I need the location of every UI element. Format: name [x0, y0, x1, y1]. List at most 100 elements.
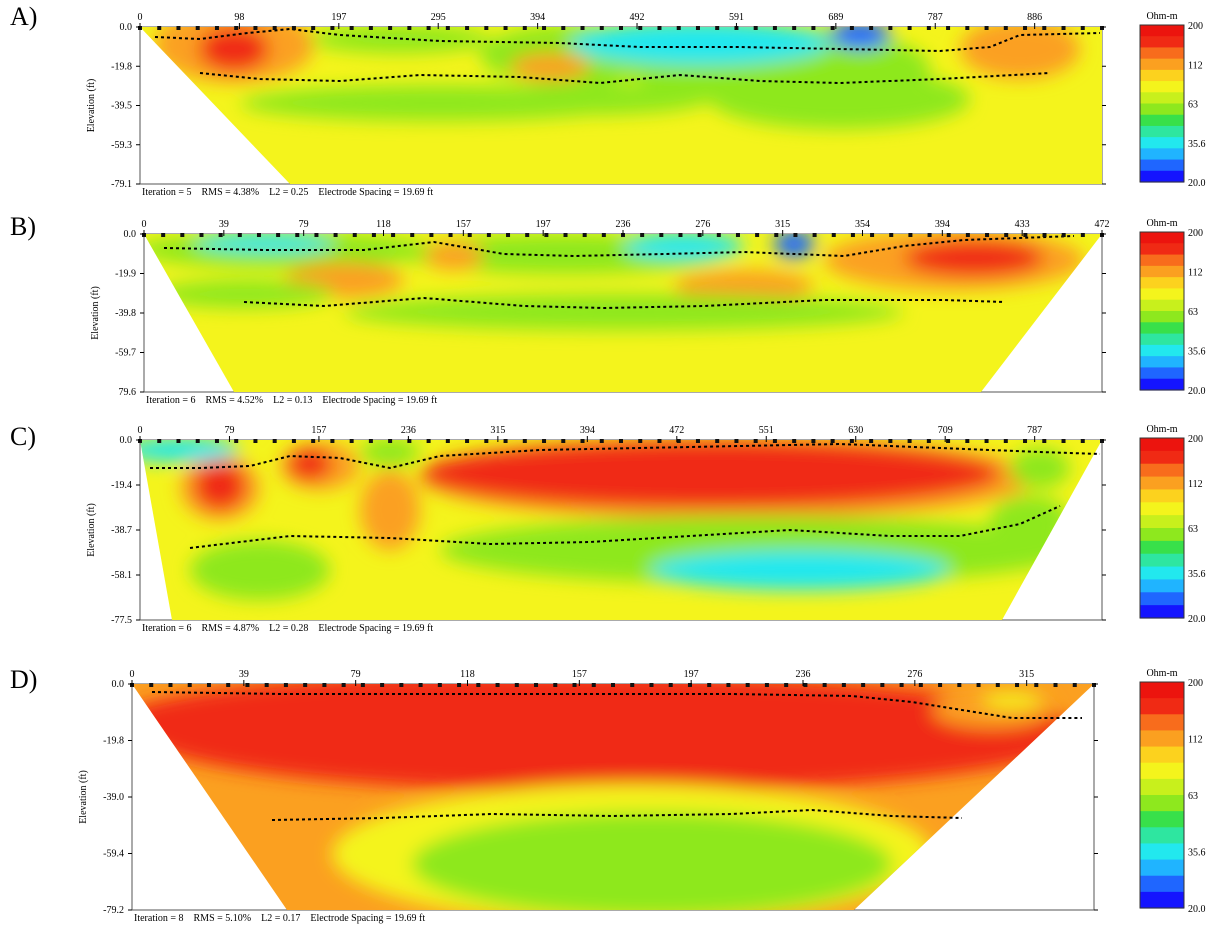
- electrode-marker: [226, 683, 231, 687]
- electrode-marker: [1042, 439, 1047, 443]
- electrode-marker: [534, 683, 539, 687]
- electrode-marker: [149, 683, 154, 687]
- x-tick-label: 157: [456, 219, 471, 230]
- y-tick-label: -59.7: [115, 348, 136, 359]
- x-tick-label: 79: [351, 669, 361, 680]
- electrode-marker: [619, 26, 623, 30]
- electrode-marker: [457, 683, 462, 687]
- pseudosection-chart: 0 98 197 295 394 492 591 689 787 886 0.0 -19.8 -39.5…: [86, 11, 1206, 196]
- resistivity-zone-cyan: [650, 550, 950, 590]
- x-tick-label: 98: [234, 12, 244, 23]
- legend-color-step: [1140, 243, 1184, 256]
- legend-color-step: [1140, 103, 1184, 116]
- electrode-marker: [880, 683, 885, 687]
- legend-tick-label: 112: [1188, 735, 1203, 746]
- resistivity-zone-blue: [774, 234, 814, 258]
- electrode-marker: [368, 439, 373, 443]
- legend-color-step: [1140, 859, 1184, 877]
- electrode-marker: [611, 683, 615, 687]
- electrode-marker: [965, 439, 970, 443]
- x-tick-label: 0: [130, 669, 135, 680]
- legend-color-step: [1140, 528, 1184, 542]
- legend-color-step: [1140, 159, 1184, 172]
- legend-color-step: [1140, 553, 1184, 568]
- electrode-marker: [697, 233, 702, 237]
- electrode-marker: [341, 683, 346, 687]
- electrode-marker: [638, 439, 643, 443]
- dashed-boundary-upper: [151, 691, 1082, 719]
- electrode-marker: [214, 439, 219, 443]
- electrode-marker: [544, 233, 549, 237]
- electrode-marker: [1003, 26, 1008, 30]
- resistivity-zone-red: [420, 440, 1000, 508]
- electrode-marker: [812, 233, 817, 237]
- legend-color-step: [1140, 714, 1184, 732]
- x-tick-label: 118: [376, 219, 391, 230]
- x-tick-label: 630: [848, 425, 863, 436]
- legend-color-step: [1140, 698, 1184, 715]
- electrode-marker: [291, 26, 296, 30]
- legend-frame: [1139, 24, 1185, 183]
- y-axis-label: Elevation (ft): [90, 286, 101, 340]
- x-tick-label: 472: [669, 425, 684, 436]
- resistivity-zone-cyan: [140, 440, 240, 462]
- electrode-marker: [180, 233, 185, 237]
- legend-color-step: [1140, 333, 1184, 346]
- legend-frame: [1139, 437, 1185, 619]
- electrode-marker: [352, 233, 357, 237]
- x-tick-label: 197: [331, 12, 346, 23]
- electrode-marker: [601, 233, 606, 237]
- resistivity-zone-orange: [360, 470, 420, 550]
- x-tick-label: 157: [572, 669, 587, 680]
- electrode-marker: [1061, 26, 1066, 30]
- electrode-marker: [522, 439, 527, 443]
- legend-color-step: [1140, 311, 1184, 323]
- electrode-marker: [984, 439, 989, 443]
- legend-tick-label: 112: [1188, 268, 1203, 279]
- y-tick-label: -77.5: [111, 615, 132, 626]
- electrode-marker: [542, 439, 547, 443]
- electrode-marker: [380, 683, 385, 687]
- legend-tick-label: 35.6: [1188, 347, 1206, 358]
- resistivity-zone-green: [240, 85, 640, 121]
- resistivity-zone-cyan: [194, 234, 334, 252]
- x-tick-label: 295: [431, 12, 446, 23]
- electrode-marker: [1053, 683, 1058, 687]
- y-tick-label: -79.2: [103, 905, 124, 916]
- panel-letter: B): [10, 212, 36, 241]
- electrode-marker: [234, 439, 239, 443]
- electrode-marker: [772, 26, 777, 30]
- legend-color-step: [1140, 265, 1184, 278]
- legend-color-step: [1140, 137, 1184, 149]
- electrode-marker: [503, 26, 508, 30]
- legend-tick-label: 63: [1188, 524, 1198, 535]
- electrode-marker: [1100, 439, 1104, 443]
- electrode-marker: [314, 233, 319, 237]
- electrode-marker: [1080, 26, 1085, 30]
- electrode-marker: [946, 233, 951, 237]
- resistivity-zone-yellow: [982, 692, 1042, 708]
- electrode-marker: [899, 683, 904, 687]
- electrode-marker: [195, 439, 200, 443]
- x-tick-label: 354: [855, 219, 870, 230]
- electrode-marker: [253, 26, 258, 30]
- electrode-marker: [619, 439, 623, 443]
- legend-color-step: [1140, 843, 1184, 861]
- electrode-marker: [272, 439, 277, 443]
- electrode-marker: [918, 683, 923, 687]
- dashed-boundary-upper: [163, 235, 1075, 258]
- y-tick-label: 0.0: [120, 22, 133, 33]
- resistivity-zone-green: [360, 440, 420, 466]
- y-tick-label: -59.3: [111, 140, 132, 151]
- electrode-marker: [599, 26, 604, 30]
- electrode-marker: [399, 683, 404, 687]
- x-tick-label: 315: [490, 425, 505, 436]
- electrode-marker: [563, 233, 568, 237]
- legend-color-step: [1140, 795, 1184, 812]
- electrode-marker: [214, 26, 219, 30]
- electrode-marker: [889, 233, 894, 237]
- dashed-boundary-lower: [243, 296, 1005, 310]
- legend-color-step: [1140, 827, 1184, 845]
- legend-tick-label: 20.0: [1188, 386, 1206, 397]
- electrode-marker: [311, 439, 316, 443]
